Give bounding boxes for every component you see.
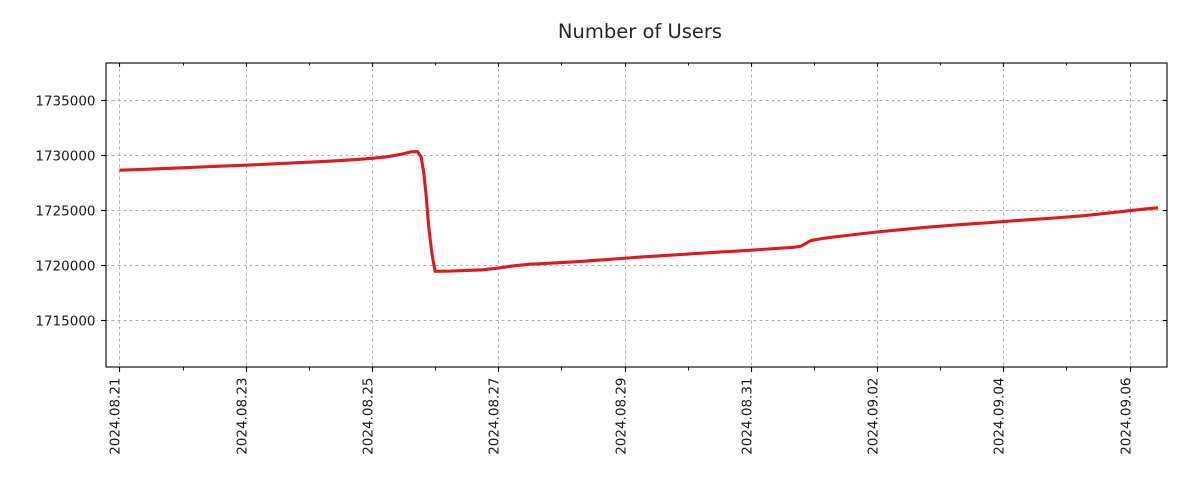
chart-title: Number of Users <box>558 20 722 43</box>
data-series <box>119 149 1159 273</box>
y-tick-label: 1725000 <box>35 204 95 220</box>
axis-ticks <box>101 62 1168 372</box>
x-tick-label: 2024.08.29 <box>614 378 630 455</box>
x-tick-label: 2024.08.25 <box>361 378 377 455</box>
y-tick-label: 1730000 <box>35 149 95 165</box>
y-axis-tick-labels: 1715000 1720000 1725000 1730000 1735000 <box>35 94 95 330</box>
y-tick-label: 1735000 <box>35 94 95 110</box>
x-axis-tick-labels: 2024.08.21 2024.08.23 2024.08.25 2024.08.27… <box>108 378 1135 455</box>
plot-border <box>105 62 1168 368</box>
x-tick-label: 2024.09.02 <box>866 378 882 455</box>
gridlines <box>105 62 1168 368</box>
x-tick-label: 2024.09.04 <box>992 378 1008 455</box>
x-tick-label: 2024.08.23 <box>235 378 251 455</box>
x-tick-label: 2024.08.21 <box>108 378 124 455</box>
x-tick-label: 2024.09.06 <box>1119 378 1135 455</box>
y-tick-label: 1715000 <box>35 314 95 330</box>
series-line-number-of-users <box>119 149 1159 273</box>
y-tick-label: 1720000 <box>35 259 95 275</box>
x-tick-label: 2024.08.27 <box>487 378 503 455</box>
x-tick-label: 2024.08.31 <box>740 378 756 455</box>
plot-frame <box>105 62 1168 368</box>
